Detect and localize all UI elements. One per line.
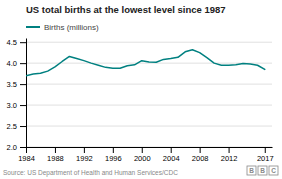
grid-line <box>26 84 272 85</box>
y-tick-label: 4.0 <box>7 59 17 68</box>
x-tick: 2008 <box>192 147 209 163</box>
grid-line <box>26 126 272 127</box>
x-tick-mark <box>171 147 172 153</box>
y-tick-mark <box>20 126 26 127</box>
logo-box <box>269 166 278 175</box>
y-tick-label: 3.0 <box>7 101 17 110</box>
x-tick: 1988 <box>47 147 64 163</box>
x-tick-mark <box>200 147 201 153</box>
y-tick-mark <box>20 147 26 148</box>
y-tick: 3.0 <box>7 101 26 110</box>
grid-line <box>26 105 272 106</box>
x-tick-label: 1992 <box>76 154 93 163</box>
x-tick: 1996 <box>105 147 122 163</box>
x-axis: 1984 1988 1992 1996 2000 2004 2008 2012 2017 <box>18 147 273 163</box>
x-tick-label: 1984 <box>18 154 35 163</box>
x-tick-mark <box>265 147 266 153</box>
x-tick-label: 2004 <box>163 154 180 163</box>
x-axis-line <box>27 147 273 148</box>
grid-line <box>26 63 272 64</box>
legend: Births (millions) <box>26 23 99 32</box>
y-tick-label: 2.0 <box>7 143 17 152</box>
grid <box>26 42 272 147</box>
x-tick-mark <box>113 147 114 153</box>
x-tick-label: 1996 <box>105 154 122 163</box>
x-tick: 1984 <box>18 147 35 163</box>
y-tick: 3.5 <box>7 80 26 89</box>
x-tick: 2017 <box>257 147 274 163</box>
x-tick-label: 1988 <box>47 154 64 163</box>
chart: US total births at the lowest level sinc… <box>0 0 282 179</box>
x-tick: 1992 <box>76 147 93 163</box>
grid-line <box>26 42 272 43</box>
logo-letter: C <box>271 167 276 174</box>
y-tick: 2.5 <box>7 122 26 131</box>
x-tick: 2004 <box>163 147 180 163</box>
plot: 1984198819921996200020042008201220172.02… <box>7 38 274 163</box>
logo: BBC <box>247 166 278 175</box>
x-tick-mark <box>26 147 27 153</box>
source: Source: US Department of Health and Huma… <box>3 169 178 177</box>
x-tick-mark <box>142 147 143 153</box>
y-tick-label: 3.5 <box>7 80 17 89</box>
x-tick-label: 2012 <box>221 154 238 163</box>
y-axis-line <box>26 39 27 148</box>
x-tick-mark <box>84 147 85 153</box>
y-tick-label: 2.5 <box>7 122 17 131</box>
logo-letter: B <box>249 167 254 174</box>
y-tick-mark <box>20 105 26 106</box>
logo-box <box>247 166 256 175</box>
line <box>26 50 265 76</box>
legend-label: Births (millions) <box>44 23 99 32</box>
x-tick-label: 2017 <box>257 154 274 163</box>
legend-swatch <box>26 26 40 28</box>
logo-box <box>258 166 267 175</box>
logo-letter: B <box>260 167 265 174</box>
x-tick-label: 2000 <box>134 154 151 163</box>
x-tick: 2012 <box>221 147 238 163</box>
y-tick: 4.5 <box>7 38 26 47</box>
y-tick-mark <box>20 84 26 85</box>
series-group <box>26 50 265 76</box>
y-axis: 2.0 2.5 3.0 3.5 4.0 4.5 <box>7 38 27 152</box>
x-tick-mark <box>55 147 56 153</box>
x-tick-mark <box>229 147 230 153</box>
x-tick: 2000 <box>134 147 151 163</box>
y-tick-label: 4.5 <box>7 38 17 47</box>
y-tick-mark <box>20 63 26 64</box>
x-tick-label: 2008 <box>192 154 209 163</box>
grid-line <box>26 147 272 148</box>
y-tick-mark <box>20 42 26 43</box>
y-tick: 2.0 <box>7 143 26 152</box>
title: US total births at the lowest level sinc… <box>26 4 226 15</box>
y-tick: 4.0 <box>7 59 26 68</box>
